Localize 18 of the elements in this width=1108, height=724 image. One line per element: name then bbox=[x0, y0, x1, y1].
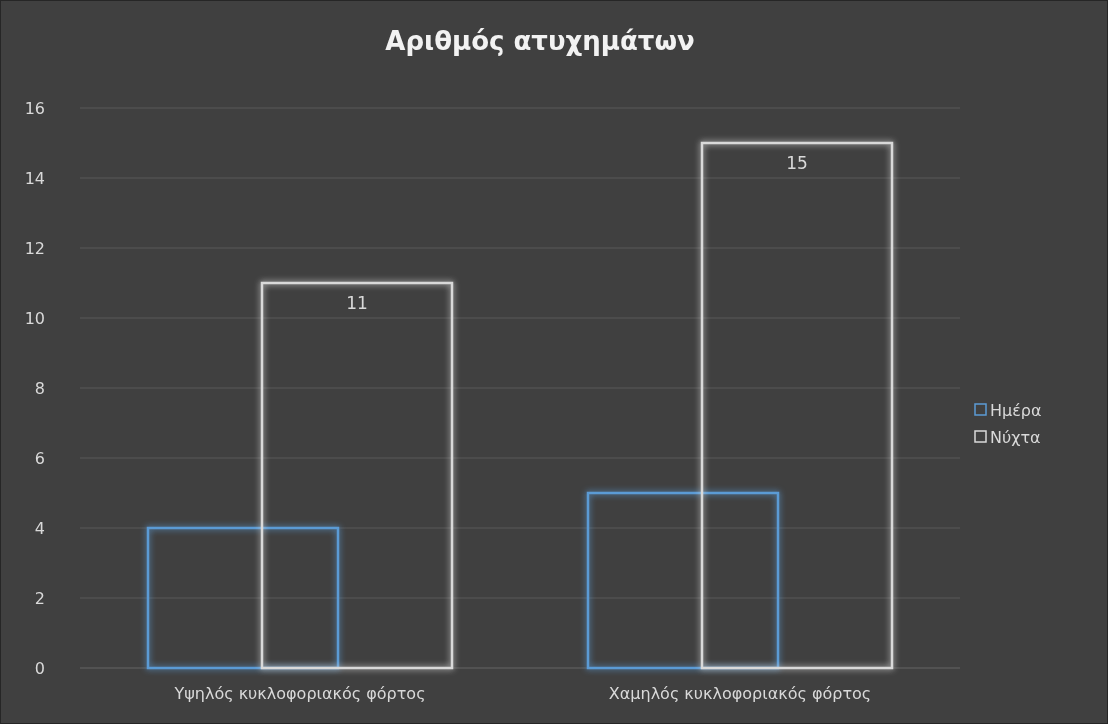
bar bbox=[700, 141, 894, 670]
y-tick-label: 8 bbox=[34, 378, 45, 398]
bar bbox=[260, 281, 454, 670]
x-tick-label: Χαμηλός κυκλοφοριακός φόρτος bbox=[608, 684, 872, 703]
y-tick-label: 2 bbox=[34, 588, 45, 608]
y-tick-label: 10 bbox=[24, 308, 45, 328]
x-tick-label: Υψηλός κυκλοφοριακός φόρτος bbox=[173, 684, 426, 703]
y-tick-label: 14 bbox=[24, 168, 45, 188]
data-label: 15 bbox=[786, 153, 808, 173]
legend-label: Νύχτα bbox=[990, 427, 1041, 447]
y-tick-label: 16 bbox=[24, 98, 45, 118]
chart-title: Αριθμός ατυχημάτων bbox=[385, 26, 695, 56]
y-tick-label: 12 bbox=[24, 238, 45, 258]
y-tick-label: 4 bbox=[34, 518, 45, 538]
legend-label: Ημέρα bbox=[990, 400, 1042, 420]
y-tick-label: 0 bbox=[34, 658, 45, 678]
data-label: 11 bbox=[346, 293, 368, 313]
y-tick-label: 6 bbox=[34, 448, 45, 468]
